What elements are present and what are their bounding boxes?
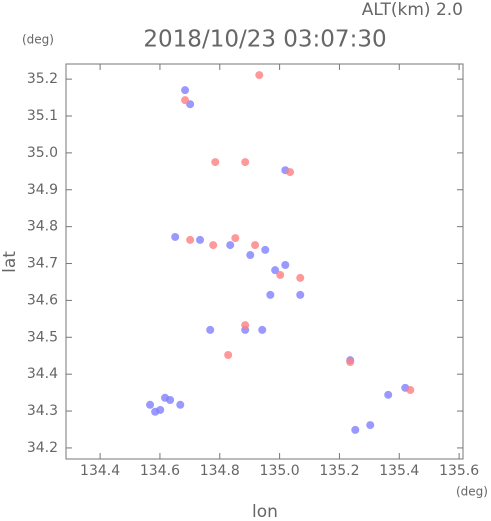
y-tick-label: 35.1: [27, 108, 58, 124]
y-tick-label: 34.6: [27, 292, 58, 308]
echo-point: [186, 235, 195, 244]
x-tick-label: 134.8: [200, 463, 240, 479]
echo-point: [206, 325, 215, 334]
echo-point: [276, 270, 285, 279]
echo-point: [176, 400, 185, 409]
y-unit: (deg): [22, 33, 54, 47]
y-tick-label: 34.3: [27, 403, 58, 419]
echo-point: [351, 425, 360, 434]
x-tick-label: 134.4: [80, 463, 120, 479]
echo-point: [171, 232, 180, 241]
y-tick-label: 34.8: [27, 219, 58, 235]
echo-point: [296, 290, 305, 299]
echo-point: [226, 241, 235, 250]
echo-point: [196, 235, 205, 244]
y-tick-label: 35.2: [27, 71, 58, 87]
y-tick-label: 34.9: [27, 182, 58, 198]
echo-point: [258, 325, 267, 334]
echo-point: [271, 266, 280, 275]
echo-point: [286, 168, 295, 177]
echo-point: [384, 390, 393, 399]
echo-point: [181, 96, 190, 105]
echo-point: [161, 393, 170, 402]
y-tick-label: 34.5: [27, 329, 58, 345]
echo-point: [266, 290, 275, 299]
y-axis-label: lat: [0, 251, 20, 273]
x-tick-label: 135.2: [319, 463, 359, 479]
echo-point: [181, 86, 190, 95]
x-axis-label: lon: [252, 502, 278, 521]
echo-point: [281, 261, 290, 270]
echo-point: [261, 245, 270, 254]
chart-title: 2018/10/23 03:07:30: [143, 27, 386, 53]
echo-point: [224, 350, 233, 359]
x-tick-label: 135.6: [439, 463, 479, 479]
echo-point: [255, 71, 264, 80]
plot-frame: [65, 63, 464, 460]
y-tick-label: 35.0: [27, 145, 58, 161]
y-tick-label: 34.2: [27, 440, 58, 456]
altitude-label: ALT(km) 2.0: [362, 0, 463, 20]
echo-point: [246, 251, 255, 260]
echo-point: [241, 321, 250, 330]
echo-point: [241, 158, 250, 167]
echo-point: [211, 158, 220, 167]
x-unit: (deg): [456, 485, 488, 499]
echo-point: [146, 400, 155, 409]
y-tick-label: 34.4: [27, 366, 58, 382]
x-tick-label: 135.4: [379, 463, 419, 479]
echo-point: [406, 386, 415, 395]
echo-point: [296, 273, 305, 282]
echo-point: [209, 241, 218, 250]
echo-point: [366, 421, 375, 430]
echo-point: [231, 234, 240, 243]
echo-point: [151, 407, 160, 416]
echo-point: [251, 241, 260, 250]
y-tick-label: 34.7: [27, 256, 58, 272]
x-tick-label: 135.0: [260, 463, 300, 479]
x-tick-label: 134.6: [140, 463, 180, 479]
echo-point: [346, 358, 355, 367]
